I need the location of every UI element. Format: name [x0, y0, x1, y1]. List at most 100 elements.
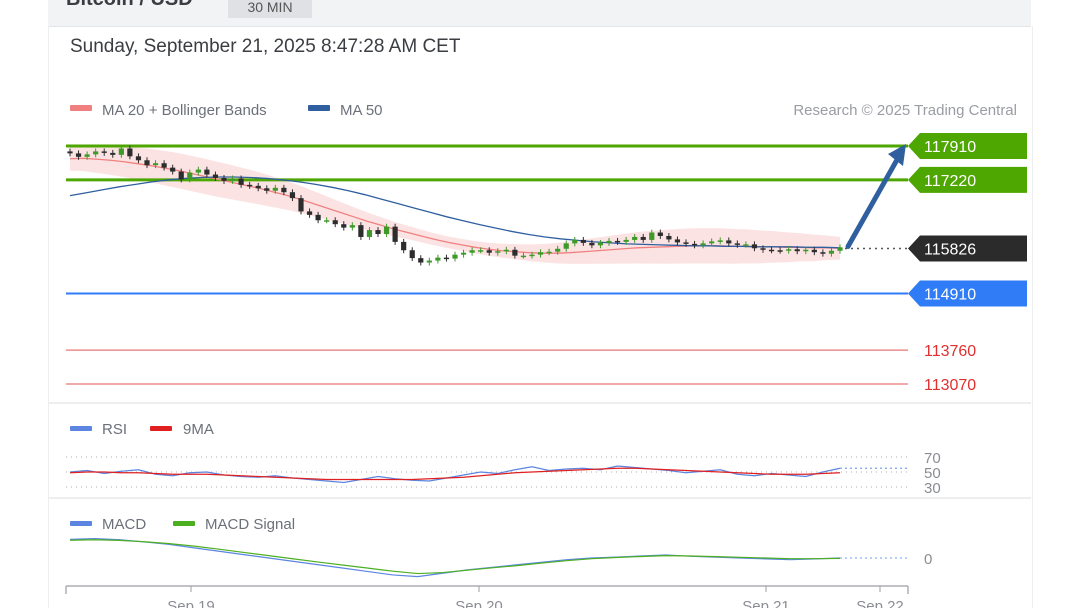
candle-body: [75, 153, 82, 157]
candle-body: [640, 236, 646, 240]
candle-body: [760, 248, 766, 250]
rsi-level-label: 30: [924, 480, 941, 497]
candle-body: [674, 239, 681, 243]
candle-body: [546, 251, 552, 254]
candle-body: [726, 240, 732, 244]
candle-body: [572, 239, 578, 244]
candle-body: [828, 250, 835, 254]
candle-body: [332, 220, 338, 225]
candle-body: [212, 174, 219, 178]
candle-body: [563, 243, 569, 249]
candle-body: [272, 187, 278, 191]
candle-body: [691, 243, 698, 246]
current-price-text: 115826: [924, 241, 976, 258]
level-tag-text: 113070: [924, 377, 976, 394]
candle-body: [358, 225, 364, 237]
candle-body: [734, 243, 740, 245]
candle-body: [520, 255, 527, 258]
candle-body: [623, 239, 629, 242]
macd-zero-label: 0: [924, 551, 932, 568]
candle-body: [529, 254, 535, 257]
candle-body: [435, 257, 441, 261]
macd-signal-line: [69, 539, 841, 575]
candle-body: [195, 169, 201, 173]
bollinger-band-area: [70, 145, 840, 264]
candle-body: [392, 226, 398, 242]
candle-body: [178, 171, 184, 180]
projection-arrow: [845, 144, 906, 249]
candle-body: [469, 250, 475, 253]
candle-body: [401, 241, 407, 251]
candle-body: [161, 163, 167, 168]
x-axis-label: Sep 21: [742, 598, 790, 608]
ma9-legend-label: 9MA: [183, 421, 214, 438]
candle-body: [649, 232, 655, 240]
bollinger-bands: [70, 145, 840, 264]
arrow-shaft: [845, 155, 901, 249]
candle-body: [512, 249, 518, 256]
candle-body: [255, 185, 261, 189]
candle-body: [298, 198, 304, 212]
x-axis-label: Sep 19: [167, 598, 215, 608]
candle-body: [811, 249, 817, 253]
candle-body: [229, 178, 236, 181]
signal-legend-label: MACD Signal: [205, 516, 295, 533]
candle-body: [152, 163, 159, 166]
candle-body: [315, 214, 321, 221]
candle-body: [537, 252, 544, 255]
level-tag-text: 117220: [924, 173, 976, 190]
candle-body: [580, 239, 586, 243]
candle-body: [751, 244, 758, 249]
candle-body: [93, 151, 99, 155]
candle-body: [632, 236, 638, 240]
candle-body: [127, 148, 133, 157]
candle-body: [247, 184, 253, 187]
candle-body: [657, 232, 663, 236]
x-axis-label: Sep 20: [455, 598, 503, 608]
rsi-legend-swatch: [70, 426, 92, 431]
ma9-legend-swatch: [150, 426, 172, 431]
level-tag-text: 117910: [924, 139, 976, 156]
current-price-tag: [908, 235, 1027, 262]
candle-body: [426, 260, 432, 263]
candle-body: [375, 230, 381, 235]
candle-body: [614, 240, 621, 243]
candle-body: [743, 244, 749, 246]
candle-body: [84, 154, 90, 157]
candles: [67, 145, 843, 266]
macd-panel: 0: [69, 537, 932, 578]
candle-body: [306, 211, 313, 215]
candle-body: [238, 178, 244, 185]
candle-body: [700, 243, 706, 246]
top-bar: Bitcoin / USD 30 MIN: [48, 0, 1031, 27]
rsi-legend-label: RSI: [102, 421, 127, 438]
research-credit: Research © 2025 Trading Central: [793, 102, 1017, 119]
candle-body: [187, 172, 193, 180]
candle-body: [67, 151, 73, 154]
candle-body: [495, 251, 501, 253]
ma20-legend-swatch: [70, 105, 92, 111]
level-tag-117220: [908, 166, 1027, 193]
macd-legend-swatch: [70, 521, 92, 526]
timeframe-button[interactable]: 30 MIN: [228, 0, 312, 18]
candle-body: [366, 230, 373, 237]
ma50-legend-label: MA 50: [340, 102, 383, 119]
candle-body: [418, 258, 424, 263]
candle-body: [341, 224, 347, 228]
candle-body: [221, 177, 227, 181]
candle-body: [110, 152, 116, 155]
candle-body: [683, 242, 689, 244]
ma20-legend-label: MA 20 + Bollinger Bands: [102, 102, 267, 119]
candle-body: [666, 235, 672, 240]
candle-body: [349, 225, 355, 228]
x-axis-label: Sep 22: [856, 598, 904, 608]
candle-body: [264, 188, 270, 191]
candle-body: [144, 160, 150, 166]
candle-body: [101, 151, 107, 153]
candle-body: [289, 192, 296, 199]
rsi-level-label: 50: [924, 465, 941, 482]
candle-body: [709, 241, 715, 244]
candle-body: [118, 148, 124, 155]
